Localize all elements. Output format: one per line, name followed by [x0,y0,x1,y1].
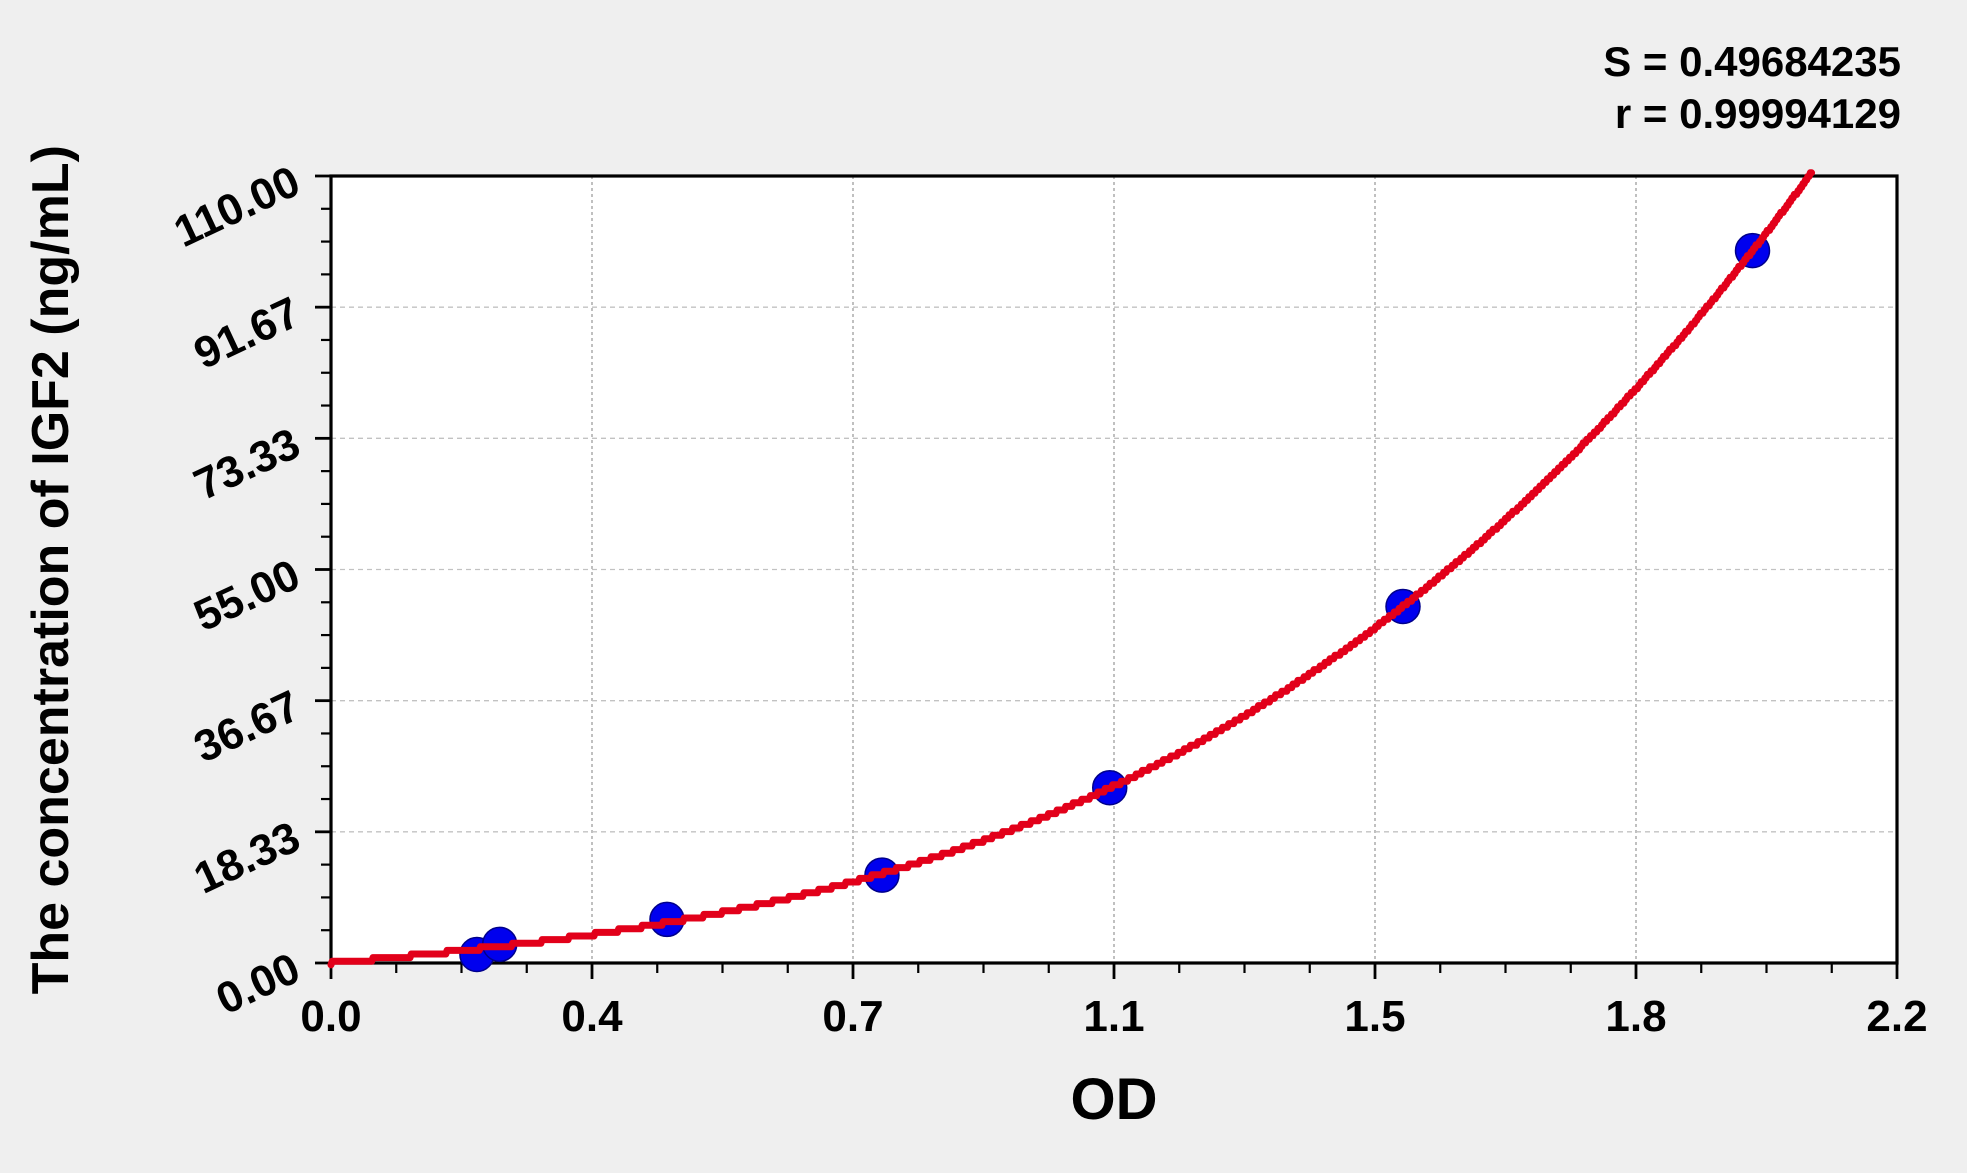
svg-text:1.8: 1.8 [1605,992,1666,1041]
svg-text:0.0: 0.0 [300,992,361,1041]
svg-text:55.00: 55.00 [187,550,308,641]
svg-text:36.67: 36.67 [187,681,308,772]
svg-text:0.00: 0.00 [209,944,307,1025]
svg-text:r = 0.99994129: r = 0.99994129 [1615,90,1901,137]
svg-text:S = 0.49684235: S = 0.49684235 [1603,38,1901,85]
svg-text:110.00: 110.00 [167,157,307,257]
svg-text:1.5: 1.5 [1344,992,1405,1041]
svg-text:The concentration of IGF2 (ng/: The concentration of IGF2 (ng/mL) [22,145,80,994]
svg-text:0.7: 0.7 [822,992,883,1041]
svg-text:73.33: 73.33 [187,419,308,510]
svg-text:OD: OD [1071,1067,1158,1132]
svg-text:18.33: 18.33 [187,812,308,903]
svg-text:1.1: 1.1 [1083,992,1144,1041]
svg-text:91.67: 91.67 [187,288,308,379]
svg-text:0.4: 0.4 [561,992,623,1041]
svg-text:2.2: 2.2 [1866,992,1927,1041]
